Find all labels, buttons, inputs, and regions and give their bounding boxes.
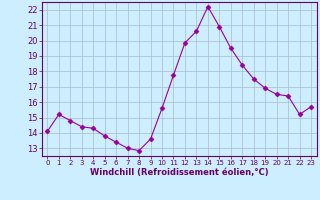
X-axis label: Windchill (Refroidissement éolien,°C): Windchill (Refroidissement éolien,°C): [90, 168, 268, 177]
